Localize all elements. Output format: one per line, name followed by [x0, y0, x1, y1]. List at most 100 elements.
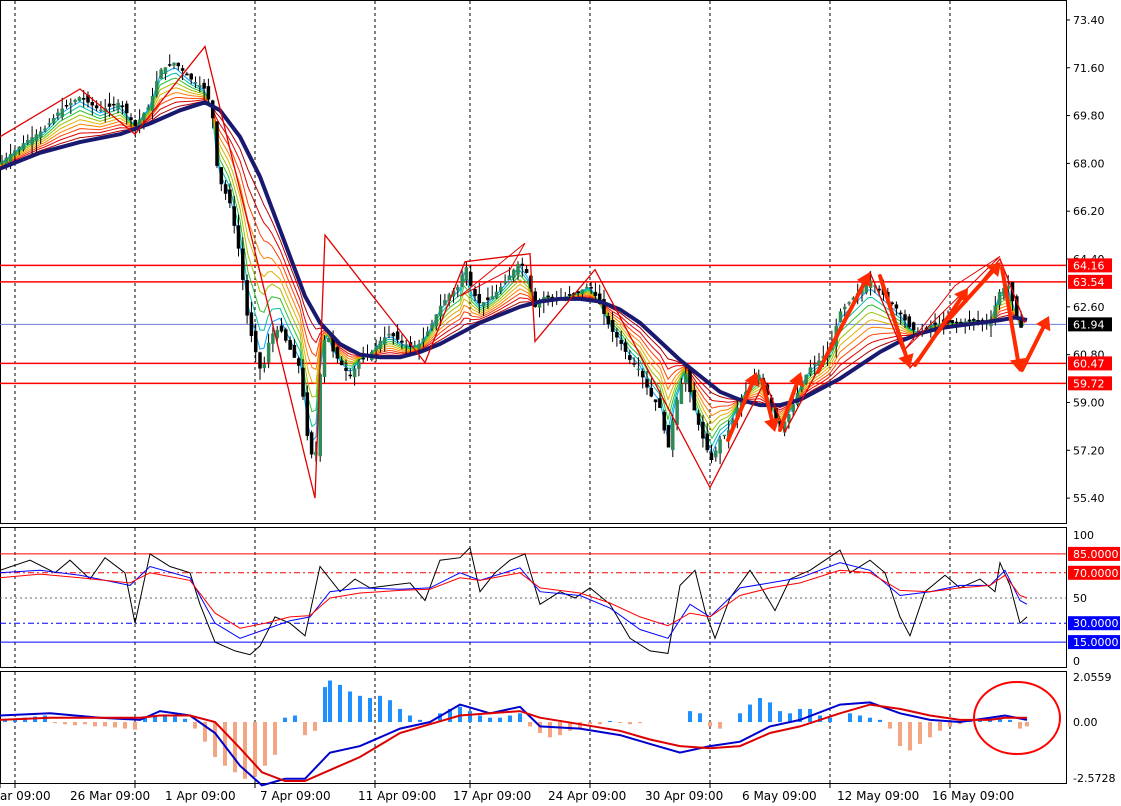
bear-candle — [602, 299, 606, 314]
histogram-bar-negative — [948, 722, 952, 727]
histogram-bar-negative — [63, 722, 67, 725]
bear-candle — [335, 347, 340, 359]
histogram-bar-positive — [378, 695, 382, 723]
time-tick-label: 17 Apr 09:00 — [453, 789, 531, 803]
bull-candle — [671, 420, 675, 451]
red-trend-arrow-icon — [948, 269, 995, 320]
moving-average — [0, 100, 1028, 408]
bear-candle — [524, 269, 529, 273]
histogram-bar-positive — [418, 719, 422, 723]
bear-candle — [395, 331, 400, 340]
histogram-bar-negative — [888, 722, 892, 729]
macd-histogram — [3, 680, 1029, 779]
bull-candle — [51, 117, 56, 124]
bull-candle — [683, 373, 688, 384]
bear-candle — [477, 294, 482, 304]
bear-candle — [903, 314, 907, 321]
bull-candle — [404, 344, 408, 347]
histogram-bar-positive — [293, 715, 297, 723]
price-tick-label: 55.40 — [1073, 492, 1105, 505]
oscillator-level-badge — [1068, 565, 1120, 580]
histogram-bar-positive — [478, 715, 482, 723]
bear-candle — [894, 304, 899, 309]
bear-candle — [662, 411, 666, 431]
oscillator-panel[interactable]: 100 50 0 85.0000 70.0000 30.0000 15.0000 — [0, 527, 1120, 669]
bear-candle — [907, 316, 912, 328]
bear-candle — [176, 62, 181, 67]
bear-candle — [344, 368, 348, 371]
bear-candle — [133, 120, 138, 127]
time-tick-label: 1 Apr 09:00 — [165, 789, 236, 803]
histogram-bar-negative — [113, 722, 117, 728]
histogram-bar-positive — [448, 708, 452, 723]
bear-candle — [180, 68, 185, 71]
bear-candle — [112, 103, 116, 106]
bull-candle — [34, 134, 39, 142]
bull-candle — [163, 67, 168, 74]
bear-candle — [688, 369, 692, 393]
macd-panel[interactable]: 2.0559 0.00 -2.5728 — [0, 671, 1115, 787]
histogram-bar-positive — [858, 715, 862, 723]
bull-candle — [443, 300, 447, 306]
histogram-bar-positive — [153, 715, 157, 723]
histogram-bar-positive — [408, 715, 412, 723]
bear-candle — [658, 398, 662, 408]
bear-candle — [628, 355, 632, 360]
bear-candle — [696, 413, 701, 425]
bear-candle — [202, 82, 206, 89]
bear-candle — [90, 102, 95, 106]
price-tick-label: 59.00 — [1073, 396, 1105, 409]
bull-candle — [481, 302, 486, 307]
red-trend-arrow-icon — [878, 274, 908, 358]
bull-candle — [271, 333, 275, 344]
bear-candle — [232, 206, 236, 226]
red-trend-arrow-icon — [898, 353, 914, 368]
bull-candle — [172, 62, 176, 66]
bull-candle — [13, 150, 17, 156]
bear-candle — [649, 388, 654, 397]
price-panel[interactable]: 73.4071.6069.8068.0066.2064.4062.6060.80… — [0, 0, 1112, 524]
histogram-bar-negative — [313, 722, 317, 731]
bear-candle — [81, 97, 86, 100]
red-trend-arrow-icon — [986, 262, 1001, 277]
bull-candle — [511, 269, 516, 279]
bear-candle — [258, 352, 262, 369]
bear-candle — [877, 288, 881, 291]
bull-candle — [585, 287, 589, 289]
histogram-bar-negative — [598, 722, 602, 725]
bull-candle — [159, 69, 163, 79]
histogram-bar-positive — [23, 717, 27, 723]
bear-candle — [167, 64, 172, 66]
bear-candle — [309, 432, 314, 455]
bear-candle — [249, 312, 254, 336]
level-badge-label: 64.16 — [1073, 259, 1105, 272]
histogram-bar-positive — [398, 708, 402, 723]
level-badge-label: 59.72 — [1073, 377, 1105, 390]
price-tick-label: 66.20 — [1073, 205, 1105, 218]
bull-candle — [266, 342, 271, 363]
histogram-bar-positive — [798, 708, 802, 723]
price-levels — [0, 264, 1066, 385]
oscillator-tick-label: 0 — [1073, 655, 1080, 668]
histogram-bar-positive — [768, 702, 772, 723]
bull-candle — [116, 102, 120, 110]
level-badge-label: 60.47 — [1073, 357, 1105, 370]
bull-candle — [434, 314, 439, 327]
histogram-bar-negative — [233, 722, 237, 773]
histogram-bar-positive — [748, 704, 752, 723]
bull-candle — [262, 364, 267, 369]
bear-candle — [473, 289, 477, 297]
level-badge — [1068, 376, 1112, 391]
bear-candle — [640, 370, 645, 378]
histogram-bar-positive — [368, 698, 372, 723]
histogram-bar-negative — [708, 722, 712, 727]
histogram-bar-negative — [908, 722, 912, 751]
histogram-bar-negative — [958, 722, 962, 725]
oscillator-level-label: 15.0000 — [1073, 636, 1119, 649]
ribbon-line — [0, 72, 1025, 447]
bear-candle — [210, 100, 215, 119]
bull-candle — [56, 112, 60, 116]
histogram-bar-negative — [1018, 722, 1022, 729]
bull-candle — [142, 113, 146, 121]
